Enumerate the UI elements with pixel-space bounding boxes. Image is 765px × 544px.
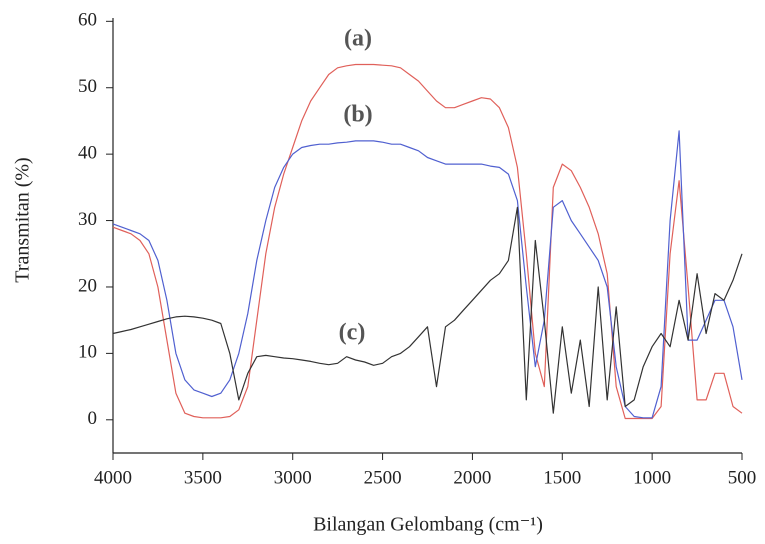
x-tick-label: 3000 (274, 467, 312, 488)
x-tick-label: 2000 (453, 467, 491, 488)
annotation: (a) (344, 26, 372, 52)
y-tick-label: 40 (78, 143, 97, 164)
y-tick-label: 0 (88, 408, 98, 429)
x-axis-label: Bilangan Gelombang (cm⁻¹) (313, 514, 543, 536)
y-tick-label: 10 (78, 342, 97, 363)
y-tick-label: 60 (78, 10, 97, 31)
x-tick-label: 4000 (94, 467, 132, 488)
x-tick-label: 3500 (184, 467, 222, 488)
spectrum-line (112, 130, 743, 419)
x-tick-label: 1500 (543, 467, 581, 488)
y-tick-label: 50 (78, 76, 97, 97)
spectrum-line (112, 206, 743, 414)
y-axis-label: Transmitan (%) (12, 157, 34, 282)
spectrum-line (112, 63, 743, 420)
x-tick-label: 500 (728, 467, 757, 488)
x-tick-label: 1000 (633, 467, 671, 488)
annotation: (b) (343, 102, 372, 128)
y-tick-label: 20 (78, 275, 97, 296)
x-tick-label: 2500 (364, 467, 402, 488)
annotation: (c) (339, 320, 366, 346)
y-tick-label: 30 (78, 209, 97, 230)
